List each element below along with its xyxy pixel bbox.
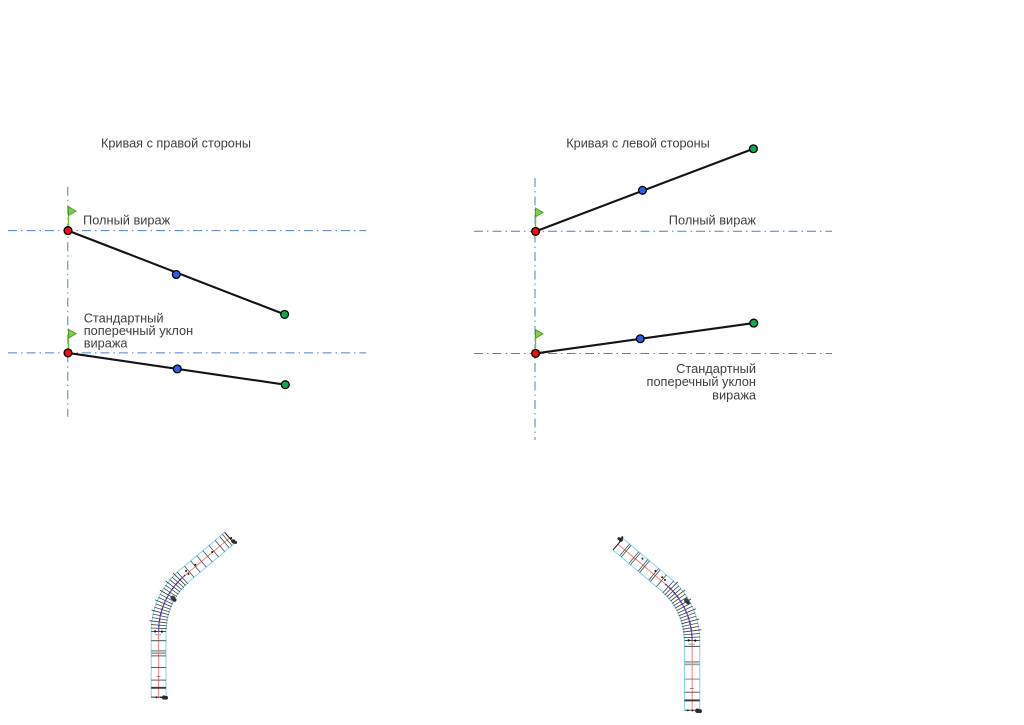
svg-text:поперечный уклон: поперечный уклон <box>647 374 756 389</box>
svg-text:Стандартный: Стандартный <box>676 361 756 376</box>
svg-text:Кривая с левой стороны: Кривая с левой стороны <box>566 137 709 151</box>
svg-text:виража: виража <box>712 387 757 402</box>
svg-text:Кривая с правой стороны: Кривая с правой стороны <box>101 137 251 151</box>
svg-text:Полный вираж: Полный вираж <box>83 213 171 228</box>
svg-text:Полный вираж: Полный вираж <box>669 213 757 228</box>
svg-text:виража: виража <box>84 336 129 351</box>
svg-text:поперечный уклон: поперечный уклон <box>84 323 193 338</box>
svg-text:Стандартный: Стандартный <box>84 310 164 325</box>
